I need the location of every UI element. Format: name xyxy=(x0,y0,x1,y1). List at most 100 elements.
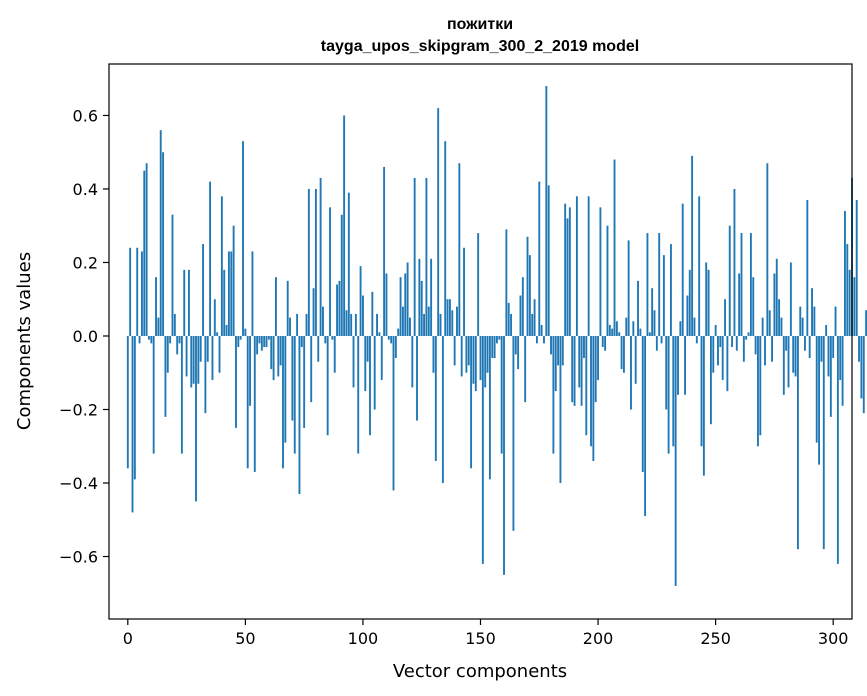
bar xyxy=(352,335,355,388)
bar xyxy=(369,335,371,436)
bar xyxy=(808,335,811,359)
bar xyxy=(310,335,313,403)
bar xyxy=(272,335,275,381)
bar xyxy=(822,335,825,550)
bar xyxy=(291,335,294,421)
bar xyxy=(249,335,252,406)
bar xyxy=(801,317,804,336)
bar xyxy=(133,335,136,480)
bar xyxy=(458,163,461,336)
bar xyxy=(437,108,440,336)
bar xyxy=(639,328,642,336)
bar xyxy=(366,335,369,362)
bar xyxy=(543,335,545,344)
bar xyxy=(140,251,143,336)
bar xyxy=(818,335,821,465)
bar xyxy=(597,335,599,381)
bar xyxy=(844,211,846,336)
bar xyxy=(416,335,418,421)
bar xyxy=(354,313,357,336)
bar xyxy=(493,335,496,359)
bar xyxy=(625,317,628,336)
bar xyxy=(227,251,230,336)
bar xyxy=(674,335,677,586)
bar xyxy=(423,313,426,336)
bar xyxy=(385,273,388,336)
chart-title-line2: tayga_upos_skipgram_300_2_2019 model xyxy=(321,38,639,55)
bar xyxy=(836,335,839,564)
bar xyxy=(667,335,670,454)
bar xyxy=(192,335,195,384)
bar xyxy=(176,335,179,355)
bar xyxy=(467,335,470,366)
y-tick-label: −0.4 xyxy=(59,474,98,493)
bar xyxy=(644,335,647,517)
bar xyxy=(230,251,233,336)
bar xyxy=(220,196,223,336)
bar xyxy=(858,335,860,362)
bar xyxy=(265,335,268,348)
bar xyxy=(514,335,517,355)
bar xyxy=(545,86,548,336)
x-tick-label: 100 xyxy=(348,629,379,648)
bar xyxy=(630,335,632,410)
bar xyxy=(662,255,665,336)
bar xyxy=(397,328,400,336)
bar xyxy=(343,115,346,336)
bar xyxy=(799,306,802,336)
bar xyxy=(434,335,437,461)
bar xyxy=(387,335,390,340)
bar xyxy=(319,177,322,336)
bar xyxy=(728,225,731,336)
bar xyxy=(648,332,651,336)
bar xyxy=(735,335,738,351)
bar xyxy=(813,306,816,336)
bar xyxy=(578,335,581,388)
bar xyxy=(815,335,818,443)
bar xyxy=(286,280,289,336)
bar xyxy=(717,335,719,366)
y-tick-label: 0.2 xyxy=(73,253,98,272)
bar xyxy=(848,269,851,336)
bar xyxy=(571,335,574,403)
bar xyxy=(439,313,442,336)
bar xyxy=(738,273,741,336)
bar xyxy=(456,306,458,336)
bar xyxy=(634,335,637,384)
bar xyxy=(166,335,169,373)
bar xyxy=(740,233,743,336)
bar xyxy=(209,181,212,336)
bar xyxy=(305,313,308,336)
bar xyxy=(138,335,141,344)
bar xyxy=(637,280,639,336)
bar xyxy=(519,295,522,336)
bar xyxy=(364,335,367,392)
bar xyxy=(394,335,397,359)
bar xyxy=(451,310,454,336)
bar xyxy=(846,244,849,336)
bar xyxy=(380,335,383,381)
bar xyxy=(695,335,698,344)
bar xyxy=(573,335,576,406)
bar xyxy=(714,324,717,336)
bar xyxy=(188,269,190,336)
bar xyxy=(267,335,270,340)
bar xyxy=(390,335,393,344)
bar xyxy=(531,313,534,336)
bar xyxy=(557,335,560,366)
bar xyxy=(216,332,219,336)
bar xyxy=(804,335,806,351)
bar xyxy=(260,335,263,351)
bar xyxy=(162,152,165,336)
bar xyxy=(749,233,752,336)
bar xyxy=(535,335,538,344)
bar xyxy=(528,255,531,336)
bar xyxy=(684,335,686,395)
bar xyxy=(709,335,712,425)
bar xyxy=(721,335,724,381)
bar xyxy=(409,317,411,336)
bar xyxy=(825,324,828,336)
bar xyxy=(503,335,505,575)
bar xyxy=(338,280,341,336)
bar xyxy=(263,335,266,348)
